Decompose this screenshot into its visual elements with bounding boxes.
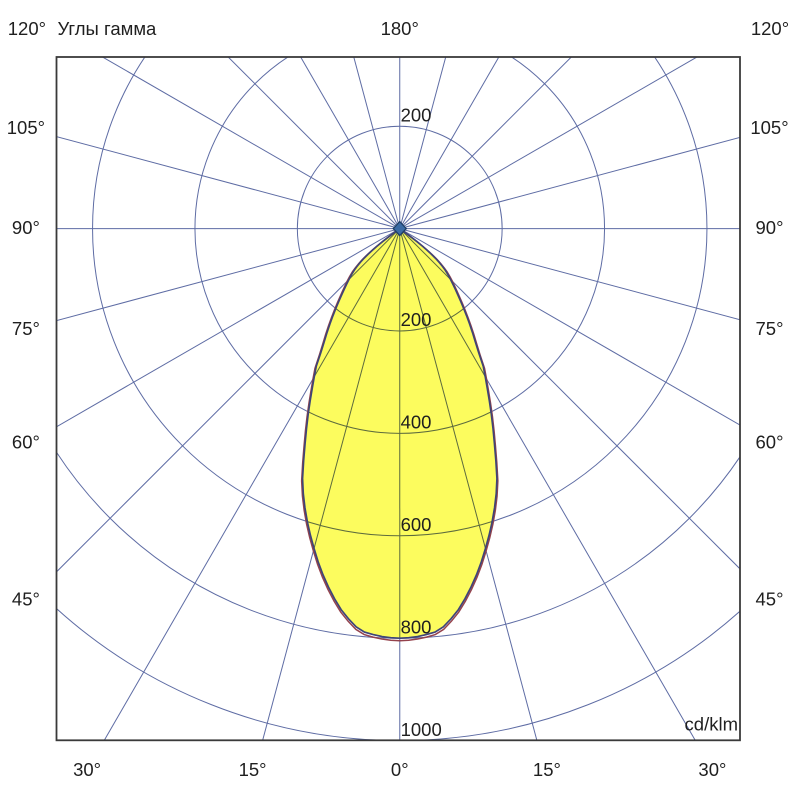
svg-text:45°: 45° [756, 588, 784, 609]
svg-text:15°: 15° [533, 759, 561, 780]
svg-text:105°: 105° [7, 117, 45, 138]
svg-text:cd/klm: cd/klm [685, 714, 738, 735]
svg-text:0°: 0° [391, 759, 409, 780]
svg-text:120°: 120° [8, 18, 46, 39]
svg-text:75°: 75° [756, 318, 784, 339]
svg-text:105°: 105° [750, 117, 788, 138]
svg-text:200: 200 [401, 104, 432, 125]
svg-text:15°: 15° [239, 759, 267, 780]
svg-text:200: 200 [401, 309, 432, 330]
svg-text:400: 400 [401, 412, 432, 433]
svg-text:90°: 90° [12, 217, 40, 238]
svg-text:600: 600 [401, 514, 432, 535]
svg-text:90°: 90° [756, 217, 784, 238]
svg-text:120°: 120° [751, 18, 789, 39]
svg-text:1000: 1000 [401, 719, 442, 740]
svg-text:75°: 75° [12, 318, 40, 339]
svg-text:30°: 30° [698, 759, 726, 780]
svg-text:60°: 60° [756, 431, 784, 452]
svg-text:Углы гамма: Углы гамма [58, 18, 158, 39]
svg-text:800: 800 [401, 616, 432, 637]
svg-text:180°: 180° [381, 18, 419, 39]
svg-text:60°: 60° [12, 431, 40, 452]
svg-text:30°: 30° [73, 759, 101, 780]
svg-text:45°: 45° [12, 588, 40, 609]
